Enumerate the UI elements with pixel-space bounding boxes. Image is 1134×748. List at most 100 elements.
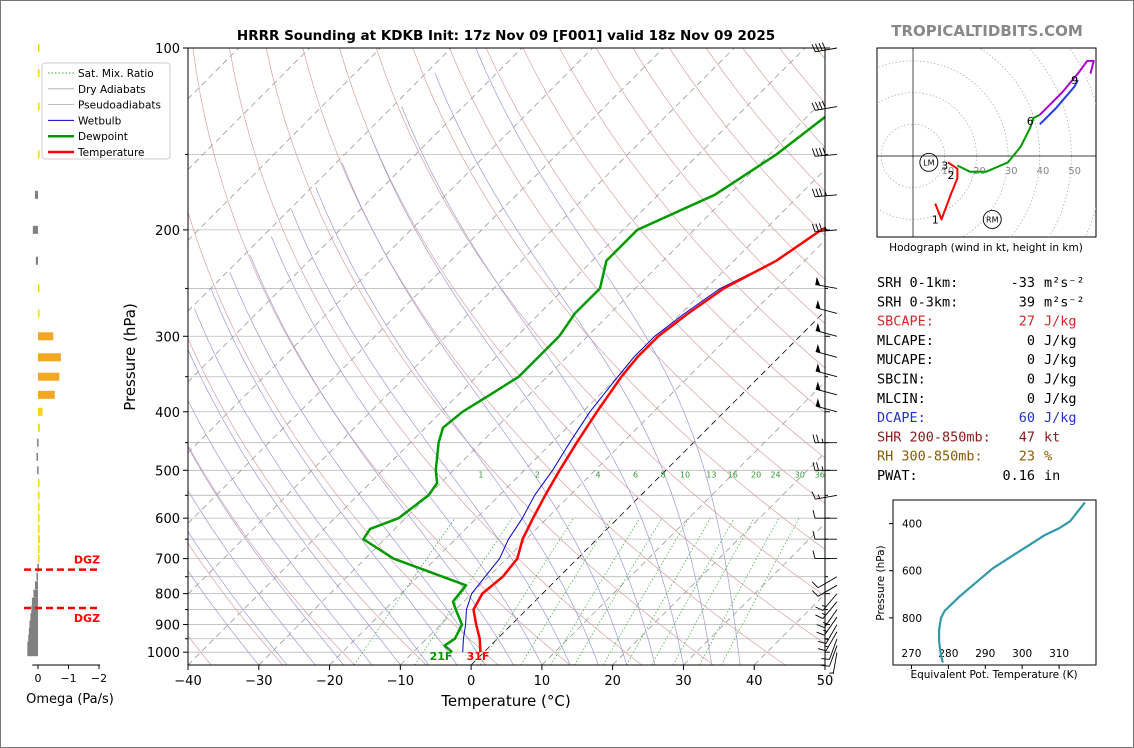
y-tick-label: 100	[155, 42, 180, 57]
mixing-ratio-label: 2	[535, 471, 540, 480]
omega-bar	[38, 491, 40, 500]
omega-bar	[38, 479, 40, 488]
omega-bar	[37, 563, 39, 572]
index-unit: m²s⁻²	[1044, 275, 1085, 291]
y-axis-label: Pressure (hPa)	[121, 303, 139, 411]
omega-bar	[31, 597, 38, 606]
index-value: 0	[1027, 372, 1035, 388]
isotherm	[188, 48, 735, 595]
index-label: RH 300-850mb:	[877, 449, 983, 465]
temperature-line	[472, 226, 825, 653]
wind-barb	[815, 601, 838, 619]
omega-bar	[38, 545, 40, 554]
hodograph-height-label: 9	[1071, 74, 1078, 87]
mixing-ratio-label: 6	[633, 471, 638, 480]
mixing-ratio-label: 4	[595, 471, 600, 480]
hodograph-height-label: 6	[1027, 115, 1034, 128]
wind-barb	[811, 491, 838, 500]
dry-adiabat	[188, 210, 499, 665]
y-tick-label: 400	[155, 406, 180, 421]
wind-barb	[812, 462, 837, 471]
y-tick-label: 900	[155, 619, 180, 634]
dgz-label: DGZ	[74, 554, 100, 567]
omega-bar	[38, 332, 54, 341]
wind-barb	[817, 631, 838, 652]
index-unit: m²s⁻²	[1044, 294, 1085, 310]
omega-bar	[38, 284, 40, 293]
y-tick-label: 500	[155, 464, 180, 479]
x-tick-label: 20	[604, 674, 621, 689]
dry-adiabat	[188, 444, 355, 665]
theta-e-x-tick-label: 280	[938, 648, 958, 660]
hodograph-height-label: 1	[932, 213, 939, 226]
isotherm	[612, 452, 825, 665]
isotherm	[683, 522, 825, 665]
index-value: -33	[1011, 275, 1035, 291]
index-unit: in	[1044, 468, 1060, 484]
theta-e-x-tick-label: 310	[1049, 648, 1069, 660]
isotherm	[0, 48, 26, 665]
wind-barb	[821, 638, 838, 660]
omega-bar	[31, 605, 38, 614]
hodograph-caption: Hodograph (wind in kt, height in km)	[889, 242, 1083, 254]
hodograph-segment	[956, 113, 1041, 173]
x-axis-label: Temperature (°C)	[440, 692, 570, 710]
dry-adiabat	[265, 48, 714, 665]
hodograph-ring-label: 40	[1037, 166, 1050, 177]
storm-motion-marker	[982, 209, 1002, 229]
legend: Sat. Mix. Ratio Dry Adiabats Pseudoadiabat…	[41, 62, 171, 160]
dry-adiabat	[192, 48, 571, 665]
wind-barb	[815, 363, 838, 378]
theta-e-x-tick-label: 290	[975, 648, 995, 660]
storm-motion-label: RM	[986, 215, 999, 224]
omega-bar	[38, 535, 40, 544]
chart-title: HRRR Sounding at KDKB Init: 17z Nov 09 […	[237, 28, 775, 44]
omega-bar	[38, 502, 40, 511]
index-row: SBCAPE: 27 J/kg	[877, 314, 1077, 330]
dry-adiabat	[302, 48, 786, 665]
omega-bar	[32, 225, 38, 234]
index-row: PWAT: 0.16 in	[877, 468, 1060, 484]
pseudoadiabat	[194, 308, 429, 665]
omega-tick-label: −2	[91, 672, 107, 685]
y-tick-label: 600	[155, 512, 180, 527]
index-unit: J/kg	[1044, 391, 1077, 407]
index-value: 0	[1027, 352, 1035, 368]
omega-tick-label: −1	[60, 672, 76, 685]
pseudoadiabat	[188, 399, 373, 665]
omega-bar	[34, 190, 38, 199]
pseudoadiabat	[249, 254, 514, 665]
index-unit: J/kg	[1044, 410, 1077, 426]
omega-bar	[38, 407, 43, 416]
pseudoadiabat	[370, 136, 656, 665]
theta-e-y-tick-label: 800	[902, 613, 922, 625]
index-row: SBCIN: 0 J/kg	[877, 372, 1077, 388]
wind-barb	[815, 593, 838, 611]
sfc-temp-label: 31F	[467, 650, 490, 663]
index-row: SRH 0-1km: -33 m²s⁻²	[877, 275, 1085, 291]
mixing-ratio-label: 20	[751, 471, 761, 480]
x-tick-label: −10	[387, 674, 414, 689]
wind-barb	[817, 624, 838, 645]
index-value: 39	[1019, 294, 1035, 310]
wind-barbs	[811, 42, 838, 674]
dry-adiabat	[485, 48, 825, 459]
omega-bar	[38, 102, 40, 111]
omega-bar	[38, 353, 61, 362]
hodograph-segment	[1039, 59, 1095, 116]
hodograph-segment	[1039, 79, 1079, 126]
storm-motion-label: LM	[923, 158, 934, 167]
index-label: SBCAPE:	[877, 314, 934, 330]
wind-barb	[829, 652, 838, 674]
dry-adiabat	[412, 48, 825, 550]
hodograph-segment	[934, 161, 959, 221]
wetbulb-line	[462, 227, 825, 653]
wind-barb	[815, 343, 838, 358]
index-unit: kt	[1044, 429, 1060, 445]
wind-barb	[812, 531, 837, 540]
pseudoadiabat	[270, 236, 543, 665]
legend-label: Temperature	[77, 147, 145, 159]
isotherm	[329, 168, 825, 665]
wind-barb	[812, 510, 837, 519]
omega-bar	[35, 256, 38, 265]
